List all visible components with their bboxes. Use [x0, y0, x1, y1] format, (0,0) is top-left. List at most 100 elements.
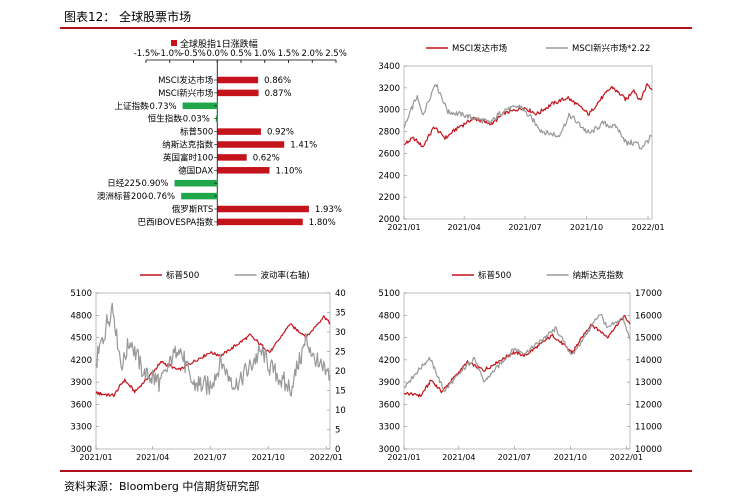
series-line	[95, 302, 331, 397]
x-tick-label: 2021/10	[554, 453, 587, 462]
x-tick-label: -1.0%	[157, 49, 182, 59]
series-line	[403, 314, 631, 398]
data-label: -0.90%	[138, 179, 168, 189]
data-label: 1.10%	[276, 166, 303, 176]
y2-tick-label: 15	[335, 387, 346, 397]
category-label: 俄罗斯RTS	[172, 204, 213, 215]
y2-tick-label: 25	[335, 348, 346, 358]
x-tick-label: -0.5%	[181, 49, 206, 59]
x-tick-label: 2022/01	[310, 453, 343, 462]
y-tick-label: 3300	[70, 423, 92, 433]
y-tick-label: 3600	[378, 400, 400, 410]
x-tick-label: 2.0%	[301, 49, 323, 59]
bar-chart-global-indices: 全球股指1日涨跌幅 -1.5% -1.0% -0.5% 0.0% 0.5% 1.0% 1.5%…	[97, 38, 347, 228]
y-tick-label: 3600	[70, 400, 92, 410]
bar	[217, 167, 270, 174]
data-label: 0.87%	[265, 89, 292, 99]
series-line	[95, 315, 331, 398]
x-tick-label: 2021/04	[136, 453, 169, 462]
y-tick-label: 4500	[70, 334, 92, 344]
x-tick-label: 2021/10	[570, 223, 603, 232]
x-tick-label: 2022/01	[610, 453, 643, 462]
line-chart-msci: 2000 2200 2400 2600 2800 3000 3200 3400 2021/01 2…	[378, 43, 664, 232]
category-label: 上证指数	[115, 101, 150, 112]
y2-tick-label: 5	[335, 426, 340, 436]
bar	[217, 154, 247, 161]
bar	[217, 218, 303, 226]
y-tick-label: 4800	[70, 311, 92, 321]
figure-title: 图表12： 全球股票市场	[64, 10, 192, 24]
data-label: 1.80%	[309, 218, 336, 228]
legend-label: 全球股指1日涨跌幅	[180, 38, 258, 50]
source-note: 资料来源：Bloomberg 中信期货研究部	[64, 480, 260, 493]
line-chart-sp500-nasdaq: 3000 3300 3600 3900 4200 4500 4800 5100 10000 110…	[378, 270, 662, 462]
x-tick-label: 2021/01	[387, 453, 420, 462]
x-tick-label: 2021/01	[387, 223, 420, 232]
series-line	[403, 83, 653, 148]
y2-tick-label: 11000	[635, 423, 662, 433]
legend-label: 标普500	[478, 270, 511, 281]
category-label: 纳斯达克指数	[162, 140, 214, 151]
series-line	[403, 313, 631, 392]
y-tick-label: 2600	[378, 149, 400, 159]
y2-tick-label: 40	[335, 289, 346, 299]
data-label: -0.73%	[146, 102, 176, 112]
line-chart-sp500-volatility: 3000 3300 3600 3900 4200 4500 4800 5100 0 5 10 15 20…	[70, 270, 345, 462]
legend-label: 标普500	[166, 270, 199, 281]
y2-tick-label: 10000	[635, 445, 662, 455]
series-line	[403, 84, 653, 150]
category-label: 澳洲标普200	[97, 191, 147, 202]
y-tick-label: 3000	[70, 445, 92, 455]
data-label: 1.41%	[290, 141, 317, 151]
y-tick-label: 4800	[378, 311, 400, 321]
y2-tick-label: 35	[335, 309, 346, 319]
x-tick-label: 2022/01	[631, 223, 664, 232]
x-tick-label: 0.5%	[230, 49, 252, 59]
x-tick-label: 2021/07	[194, 453, 227, 462]
y2-tick-label: 10	[335, 406, 346, 416]
y-tick-label: 3300	[378, 423, 400, 433]
category-label: 英国富时100	[163, 152, 213, 163]
y-tick-label: 4200	[378, 356, 400, 366]
legend-label: 纳斯达克指数	[573, 270, 625, 281]
legend-label: 波动率(右轴)	[261, 270, 310, 281]
bar	[217, 141, 285, 148]
x-tick-label: 2021/01	[79, 453, 112, 462]
category-label: 巴西IBOVESPA指数	[138, 217, 214, 228]
category-label: MSCI新兴市场	[158, 88, 213, 99]
x-tick-label: 0.0%	[206, 49, 228, 59]
bar	[217, 205, 309, 213]
y-tick-label: 3900	[70, 378, 92, 388]
y-tick-label: 2200	[378, 193, 400, 203]
y-tick-label: 3000	[378, 445, 400, 455]
y-tick-label: 3400	[378, 62, 400, 72]
x-tick-label: 2021/07	[498, 453, 531, 462]
y2-tick-label: 12000	[635, 400, 662, 410]
x-tick-label: 1.5%	[278, 49, 300, 59]
bar	[181, 192, 218, 200]
legend-label: MSCI发达市场	[452, 43, 507, 54]
y-tick-label: 5100	[378, 289, 400, 299]
x-tick-label: 2021/07	[508, 223, 541, 232]
bar	[217, 89, 259, 97]
bar	[217, 128, 261, 135]
bar	[174, 179, 218, 187]
y-tick-label: 4200	[70, 356, 92, 366]
y-tick-label: 4500	[378, 334, 400, 344]
x-tick-label: 2021/04	[442, 453, 475, 462]
y-tick-label: 3200	[378, 84, 400, 94]
legend-swatch	[171, 40, 177, 46]
top-rule	[60, 27, 692, 29]
y2-tick-label: 20	[335, 367, 346, 377]
plot-frame	[403, 292, 631, 450]
y-tick-label: 5100	[70, 289, 92, 299]
data-label: -0.76%	[145, 192, 175, 202]
y-tick-label: 3000	[378, 106, 400, 116]
y-tick-label: 2000	[378, 215, 400, 225]
x-tick-label: 2021/04	[448, 223, 481, 232]
bar	[217, 76, 259, 84]
category-label: 日经225	[107, 178, 140, 189]
y-tick-label: 2400	[378, 171, 400, 181]
category-label: MSCI发达市场	[158, 75, 213, 86]
x-tick-label: 2021/10	[252, 453, 285, 462]
